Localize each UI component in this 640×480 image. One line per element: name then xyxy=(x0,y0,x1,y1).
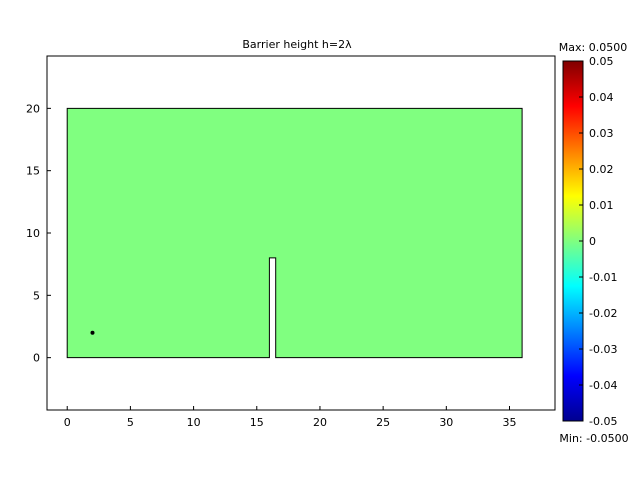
chart-title: Barrier height h=2λ xyxy=(242,38,352,51)
colorbar-ticks: 0.05 0.04 0.03 0.02 0.01 0 -0.01 -0.02 -0.03 -0.0… xyxy=(579,55,617,428)
x-tick-label: 20 xyxy=(313,416,327,429)
colorbar-tick-label: 0.02 xyxy=(589,163,614,176)
colorbar-max-label: Max: 0.0500 xyxy=(559,41,627,54)
y-tick-label: 5 xyxy=(33,289,40,302)
x-tick-label: 15 xyxy=(250,416,264,429)
x-tick-label: 10 xyxy=(187,416,201,429)
x-axis-ticks: 0 5 10 15 20 25 30 35 xyxy=(64,406,517,429)
y-tick-label: 0 xyxy=(33,352,40,365)
y-tick-label: 20 xyxy=(26,102,40,115)
colorbar-min-label: Min: -0.0500 xyxy=(559,432,628,445)
colorbar-tick-label: -0.03 xyxy=(589,343,617,356)
colorbar-tick-label: 0.01 xyxy=(589,199,614,212)
y-axis-ticks: 0 5 10 15 20 xyxy=(26,102,51,365)
x-tick-label: 35 xyxy=(503,416,517,429)
x-tick-label: 30 xyxy=(439,416,453,429)
y-tick-label: 15 xyxy=(26,165,40,178)
source-point xyxy=(90,330,95,335)
colorbar-tick-label: 0.03 xyxy=(589,127,614,140)
y-tick-label: 10 xyxy=(26,227,40,240)
domain-layer xyxy=(66,107,523,359)
domain-field xyxy=(66,107,523,359)
colorbar-tick-label: -0.01 xyxy=(589,271,617,284)
x-tick-label: 0 xyxy=(64,416,71,429)
x-tick-label: 25 xyxy=(376,416,390,429)
colorbar-tick-label: 0 xyxy=(589,235,596,248)
colorbar-tick-label: -0.02 xyxy=(589,307,617,320)
colorbar-tick-label: -0.05 xyxy=(589,415,617,428)
colorbar-tick-label: 0.05 xyxy=(589,55,614,68)
x-tick-label: 5 xyxy=(127,416,134,429)
colorbar-tick-label: 0.04 xyxy=(589,91,614,104)
colorbar-tick-label: -0.04 xyxy=(589,379,617,392)
